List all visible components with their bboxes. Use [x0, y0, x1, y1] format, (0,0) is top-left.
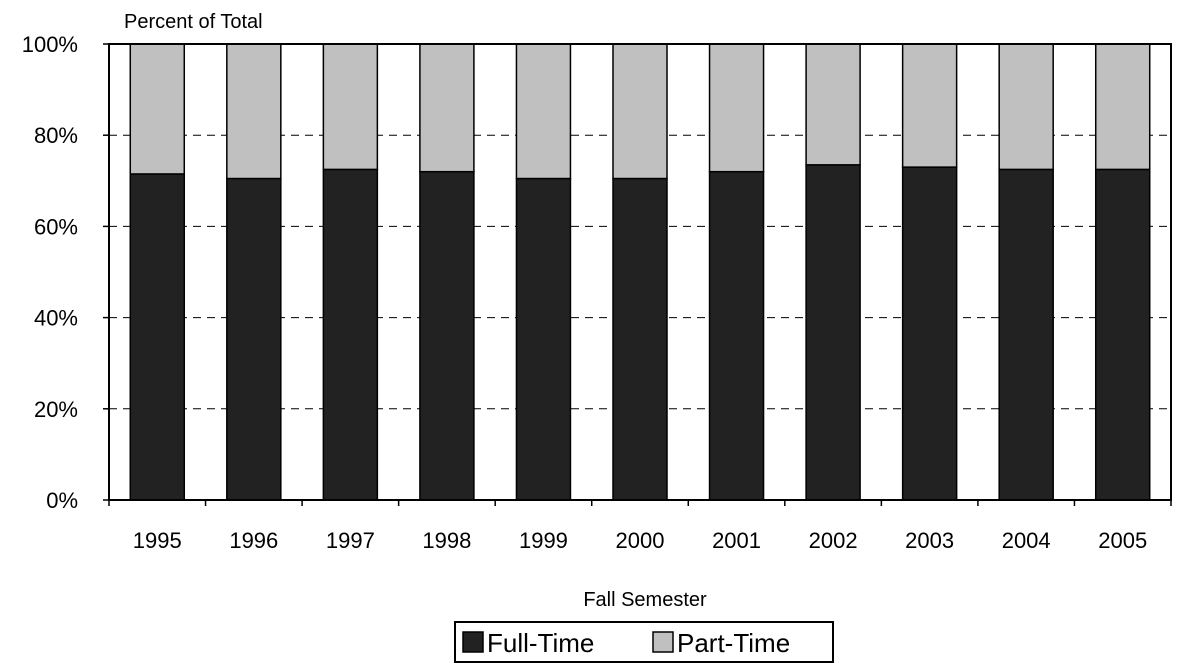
y-tick-label: 0% — [46, 488, 78, 513]
bar-full-time-2005 — [1094, 168, 1151, 501]
x-tick-label: 1997 — [326, 528, 375, 553]
bar-part-time-2002 — [805, 43, 861, 166]
y-axis-ticks: 0% 20% 40% 60% 80% 100% — [22, 32, 109, 513]
bar-full-time-1996 — [226, 177, 282, 501]
x-tick-label: 1999 — [519, 528, 568, 553]
bar-full-time-1995 — [129, 173, 186, 501]
x-tick-label: 2003 — [905, 528, 954, 553]
gridlines — [109, 134, 1171, 410]
bar-part-time-1999 — [515, 43, 572, 180]
legend-swatch-part-time — [652, 631, 674, 653]
x-axis-label: Fall Semester — [583, 589, 707, 611]
bar-part-time-1998 — [419, 43, 475, 173]
x-axis-ticks: 1995 1996 1997 1998 1999 2000 2001 2002 2003 2004… — [108, 500, 1172, 553]
bar-part-time-2005 — [1094, 43, 1151, 171]
bar-full-time-2004 — [998, 168, 1054, 501]
bar-full-time-2002 — [805, 164, 861, 501]
bar-part-time-2003 — [901, 43, 958, 168]
bar-part-time-2000 — [612, 43, 668, 180]
bar-part-time-1997 — [322, 43, 379, 171]
y-tick-label: 80% — [34, 123, 78, 148]
plot-frame — [108, 43, 1172, 501]
x-tick-label: 1998 — [422, 528, 471, 553]
y-tick-label: 20% — [34, 397, 78, 422]
legend-label-part-time: Part-Time — [677, 628, 790, 658]
bar-full-time-1998 — [419, 170, 475, 501]
x-tick-label: 2001 — [712, 528, 761, 553]
x-tick-label: 2000 — [616, 528, 665, 553]
bar-full-time-2000 — [612, 177, 668, 501]
legend: Full-Time Part-Time — [454, 621, 834, 663]
bars — [129, 43, 1151, 501]
y-axis-label: Percent of Total — [124, 11, 263, 33]
bar-part-time-2004 — [998, 43, 1054, 171]
bar-part-time-1995 — [129, 43, 186, 175]
x-tick-label: 2002 — [809, 528, 858, 553]
legend-box — [454, 621, 834, 663]
y-tick-label: 40% — [34, 306, 78, 331]
bar-part-time-1996 — [226, 43, 282, 180]
x-tick-label: 1996 — [229, 528, 278, 553]
legend-swatch-full-time — [462, 631, 484, 653]
bar-full-time-2001 — [708, 170, 765, 501]
bar-full-time-1999 — [515, 177, 572, 501]
x-tick-label: 2004 — [1002, 528, 1051, 553]
bar-full-time-1997 — [322, 168, 379, 501]
legend-label-full-time: Full-Time — [487, 628, 594, 658]
y-tick-label: 60% — [34, 214, 78, 239]
bar-full-time-2003 — [901, 166, 958, 501]
x-tick-label: 2005 — [1098, 528, 1147, 553]
x-tick-label: 1995 — [133, 528, 182, 553]
bar-part-time-2001 — [708, 43, 765, 173]
y-tick-label: 100% — [22, 32, 78, 57]
